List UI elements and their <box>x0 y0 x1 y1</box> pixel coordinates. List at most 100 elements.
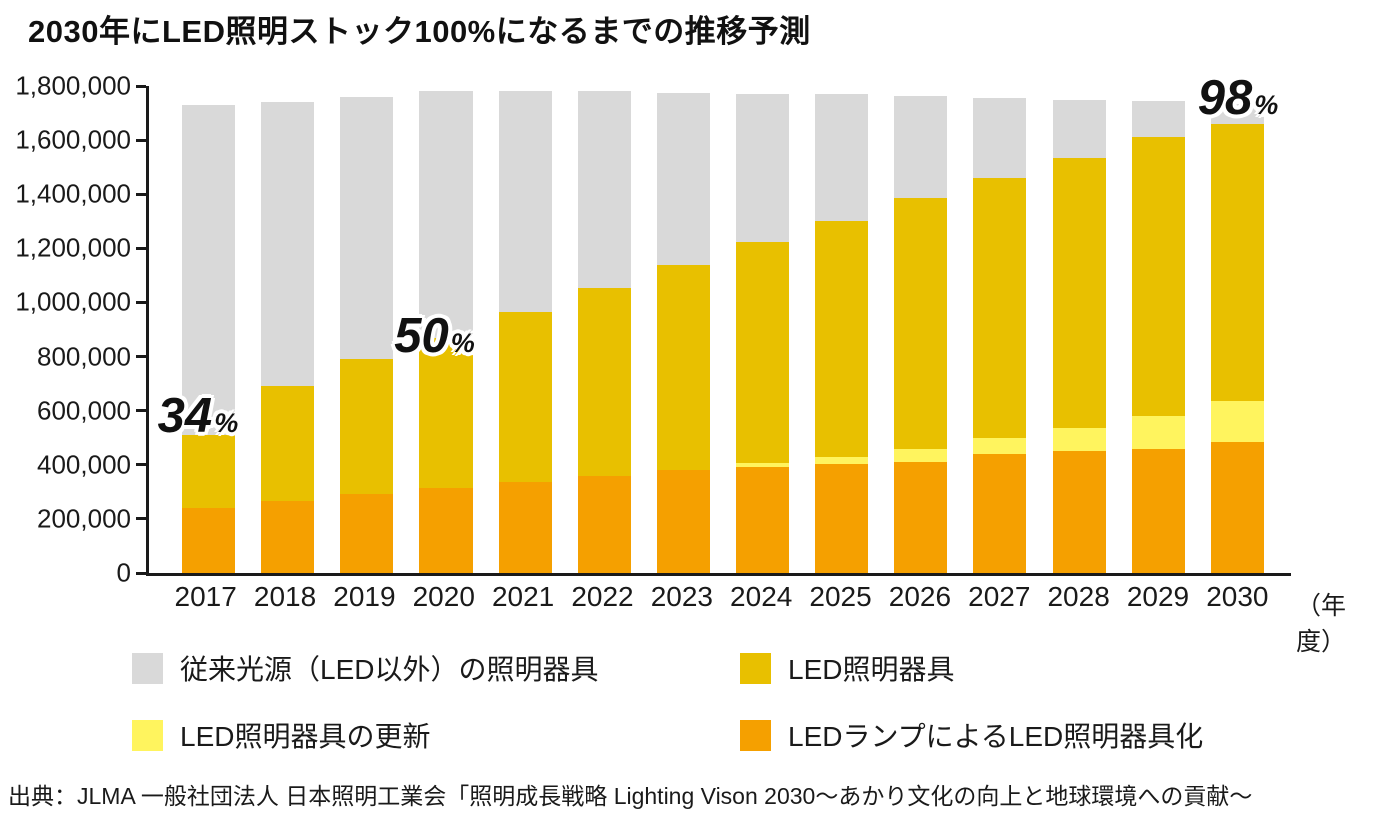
y-axis-tick-label: 400,000 <box>37 449 131 480</box>
bar-segment <box>261 386 315 502</box>
legend-label: LED照明器具の更新 <box>180 721 431 752</box>
bar-segment <box>815 221 869 458</box>
bar-slot-2019 <box>327 86 406 573</box>
stacked-bar-2023 <box>656 92 710 573</box>
bar-segment <box>736 94 790 242</box>
y-axis-tick-mark <box>136 409 146 413</box>
x-axis-tick-label-2022: 2022 <box>571 581 634 612</box>
x-axis-tick-label-2017: 2017 <box>174 581 237 612</box>
bar-segment <box>973 453 1027 573</box>
bar-segment <box>182 508 236 573</box>
bar-segment <box>894 462 948 573</box>
bar-segment <box>1131 137 1185 417</box>
page-title: 2030年にLED照明ストック100%になるまでの推移予測 <box>28 14 811 49</box>
y-axis-tick-label: 0 <box>116 557 131 588</box>
x-axis-tick-label-2025: 2025 <box>809 581 872 612</box>
bar-slot-2021 <box>486 86 565 573</box>
y-axis-tick-label: 1,400,000 <box>15 178 131 209</box>
bar-slot-2020 <box>406 86 485 573</box>
x-axis-tick-label-2030: 2030 <box>1206 581 1269 612</box>
stacked-bar-2029 <box>1131 100 1185 573</box>
bar-segment <box>736 462 790 467</box>
stacked-bar-2027 <box>973 98 1027 573</box>
bar-segment <box>1210 401 1264 442</box>
bar-segment <box>340 493 394 573</box>
bar-slot-2030 <box>1198 86 1277 573</box>
x-axis-tick-label-2019: 2019 <box>333 581 396 612</box>
stacked-bar-2028 <box>1052 99 1106 573</box>
bar-segment <box>1052 157 1106 429</box>
x-axis: 2017 2018 2019 2020 2021 2022 2023 2024 2025 2026… <box>146 581 1291 613</box>
bar-segment <box>1052 99 1106 158</box>
bar-segment <box>894 448 948 463</box>
bar-segment <box>340 359 394 494</box>
y-axis-tick-mark <box>136 246 146 250</box>
y-axis-tick-label: 1,000,000 <box>15 286 131 317</box>
bar-segment <box>498 311 552 482</box>
bar-segment <box>656 470 710 573</box>
bar-segment <box>182 104 236 436</box>
bar-segment <box>815 457 869 464</box>
legend-swatch <box>740 719 771 751</box>
bar-segment <box>894 95 948 199</box>
legend: 従来光源（LED以外）の照明器具 LED照明器具 LED照明器具の更新 LEDランプに… <box>132 648 1292 755</box>
bar-segment <box>1131 448 1185 573</box>
bar-slot-2018 <box>248 86 327 573</box>
y-axis-tick-mark <box>136 192 146 196</box>
y-axis-tick-label: 1,200,000 <box>15 232 131 263</box>
y-axis-tick-mark <box>136 84 146 88</box>
bar-segment <box>1052 451 1106 573</box>
bar-segment <box>340 96 394 360</box>
annotation-number: 34 <box>157 388 213 443</box>
bar-segment <box>1210 123 1264 402</box>
stacked-bar-2017 <box>182 104 236 573</box>
bars-container <box>149 86 1291 573</box>
bar-segment <box>1210 103 1264 124</box>
bar-segment <box>261 102 315 387</box>
stacked-bar-2020 <box>419 91 473 573</box>
bar-segment <box>815 94 869 222</box>
legend-item-0: 従来光源（LED以外）の照明器具 <box>132 648 740 688</box>
bar-segment <box>1131 416 1185 449</box>
bar-segment <box>1210 441 1264 573</box>
led-share-annotation-2017: 34% <box>158 391 239 440</box>
y-axis-tick-label: 1,800,000 <box>15 70 131 101</box>
stacked-bar-2026 <box>894 95 948 573</box>
bar-segment <box>1131 100 1185 138</box>
x-axis-tick-label-2026: 2026 <box>888 581 952 612</box>
annotation-percent-sign: % <box>450 327 475 358</box>
bar-slot-2024 <box>723 86 802 573</box>
bar-segment <box>498 481 552 573</box>
bar-slot-2022 <box>565 86 644 573</box>
legend-item-3: LEDランプによるLED照明器具化 <box>740 715 1292 755</box>
annotation-number: 98 <box>1197 70 1253 125</box>
x-axis-tick-label-2020: 2020 <box>412 581 475 612</box>
legend-item-2: LED照明器具の更新 <box>132 715 740 755</box>
x-axis-tick-label-2029: 2029 <box>1126 581 1190 612</box>
y-axis-tick-label: 600,000 <box>37 395 131 426</box>
bar-slot-2027 <box>960 86 1039 573</box>
source-note: 出典：JLMA 一般社団法人 日本照明工業会「照明成長戦略 Lighting V… <box>8 783 1253 809</box>
legend-item-1: LED照明器具 <box>740 648 1292 688</box>
bar-segment <box>419 337 473 488</box>
bar-segment <box>656 92 710 265</box>
bar-segment <box>656 264 710 471</box>
stacked-bar-2024 <box>736 94 790 573</box>
x-axis-tick-label-2023: 2023 <box>650 581 713 612</box>
plot-area: 0 200,000 400,000 600,000 800,000 1,000,000 1,… <box>15 71 1291 588</box>
bar-segment <box>419 487 473 573</box>
bar-segment <box>973 437 1027 454</box>
bar-segment <box>261 501 315 573</box>
stacked-bar-2021 <box>498 91 552 573</box>
stacked-bar-2019 <box>340 96 394 573</box>
bar-segment <box>815 463 869 573</box>
led-share-annotation-2020: 50% <box>394 311 475 360</box>
bar-slot-2026 <box>881 86 960 573</box>
x-axis-tick-label-2027: 2027 <box>968 581 1031 612</box>
bar-segment <box>1052 428 1106 452</box>
stacked-bar-2018 <box>261 102 315 573</box>
legend-swatch <box>132 652 163 684</box>
y-axis-tick-mark <box>136 571 146 575</box>
bar-segment <box>973 178 1027 438</box>
